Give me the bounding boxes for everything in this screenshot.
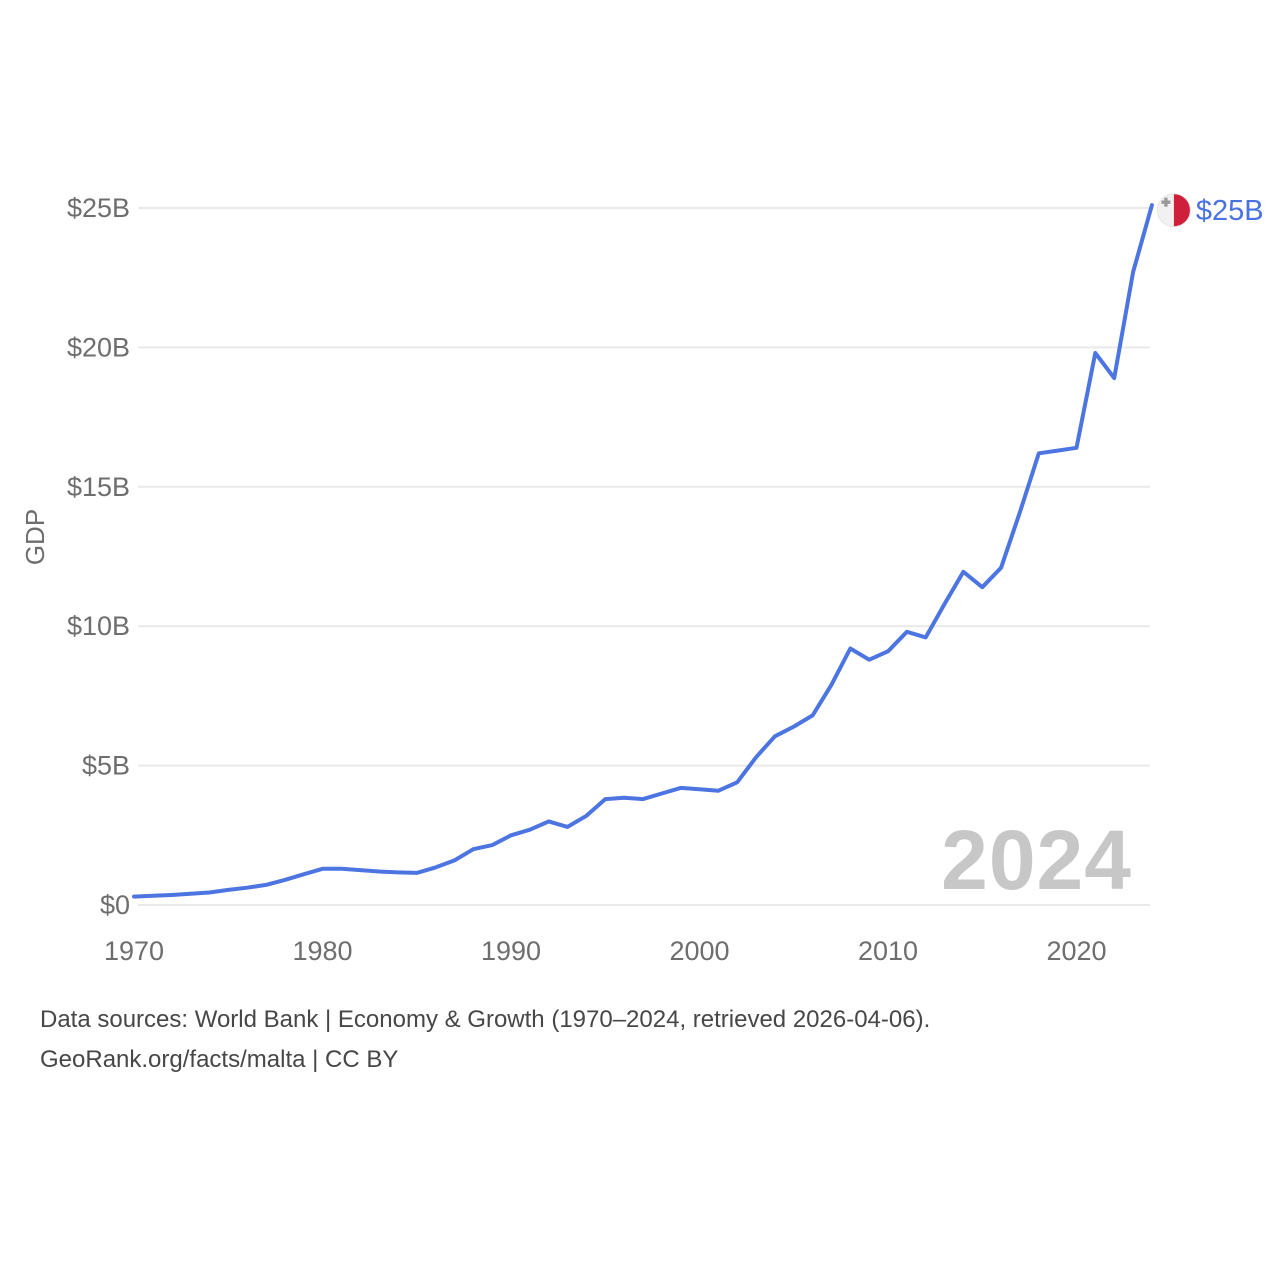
x-tick-label: 1970 bbox=[104, 936, 164, 966]
x-axis-ticks: 1970 1980 1990 2000 2010 2020 bbox=[104, 936, 1107, 966]
data-source-footer: Data sources: World Bank | Economy & Gro… bbox=[40, 1000, 930, 1080]
y-axis-label: GDP bbox=[20, 509, 50, 565]
end-value-label: $25B bbox=[1196, 195, 1264, 227]
y-tick-label: $15B bbox=[67, 472, 130, 502]
footer-line-attribution: GeoRank.org/facts/malta | CC BY bbox=[40, 1046, 399, 1073]
x-tick-label: 2010 bbox=[858, 936, 918, 966]
y-axis-ticks: $0 $5B $10B $15B $20B $25B bbox=[67, 193, 130, 920]
x-tick-label: 2000 bbox=[669, 936, 729, 966]
malta-flag-icon bbox=[1156, 193, 1191, 228]
grid-layer bbox=[138, 207, 1150, 906]
gdp-chart-page: 2024 $0 $5B $10B $15B $20B $25B 1970 1980 1990 2… bbox=[20, 193, 1264, 1073]
footer-line-sources: Data sources: World Bank | Economy & Gro… bbox=[40, 1006, 931, 1033]
x-tick-label: 2020 bbox=[1046, 936, 1106, 966]
y-tick-label: $0 bbox=[100, 890, 130, 920]
y-tick-label: $5B bbox=[82, 751, 130, 781]
y-tick-label: $10B bbox=[67, 611, 130, 641]
y-tick-label: $20B bbox=[67, 332, 130, 362]
gdp-line-chart: 2024 $0 $5B $10B $15B $20B $25B 1970 1980 1990 2… bbox=[20, 193, 1264, 966]
x-tick-label: 1980 bbox=[292, 936, 352, 966]
x-tick-label: 1990 bbox=[481, 936, 541, 966]
gdp-line-series bbox=[132, 203, 1154, 899]
y-tick-label: $25B bbox=[67, 193, 130, 223]
year-watermark: 2024 bbox=[941, 813, 1132, 907]
